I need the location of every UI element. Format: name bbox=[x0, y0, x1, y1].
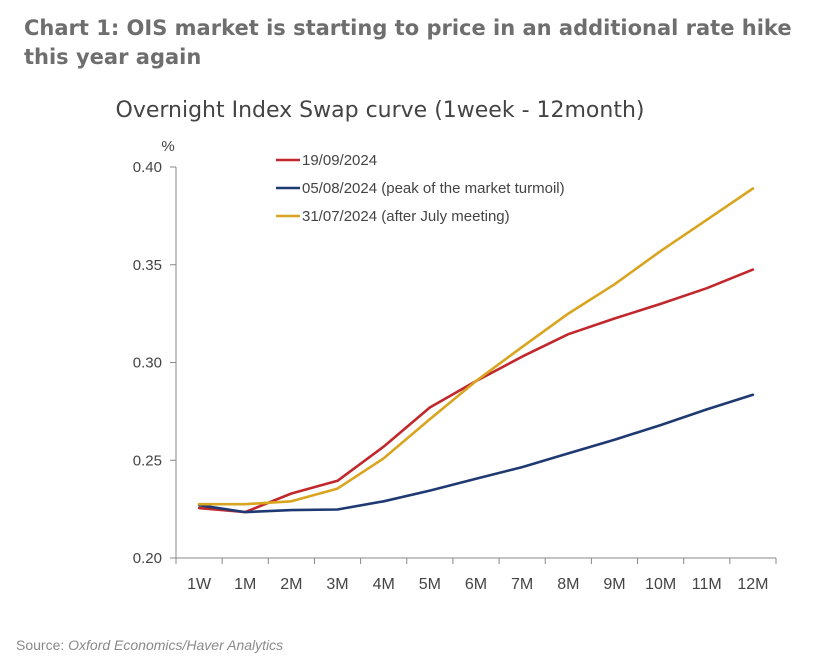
x-tick-label: 4M bbox=[373, 576, 395, 593]
source-note: Source: Oxford Economics/Haver Analytics bbox=[16, 637, 283, 653]
series-line-1 bbox=[197, 268, 755, 514]
legend-label-3: 31/07/2024 (after July meeting) bbox=[302, 208, 510, 225]
chart-title: Overnight Index Swap curve (1week - 12mo… bbox=[116, 98, 645, 123]
y-tick-label: 0.35 bbox=[133, 257, 162, 274]
x-tick-label: 3M bbox=[326, 576, 348, 593]
y-axis-unit-label: % bbox=[161, 138, 174, 155]
x-tick-label: 8M bbox=[557, 576, 579, 593]
y-tick-label: 0.25 bbox=[133, 452, 162, 469]
x-tick-label: 2M bbox=[280, 576, 302, 593]
y-tick-label: 0.30 bbox=[133, 355, 162, 372]
legend-label-1: 19/09/2024 bbox=[302, 152, 377, 169]
y-tick-label: 0.40 bbox=[133, 159, 162, 176]
legend: 19/09/2024 05/08/2024 (peak of the market… bbox=[276, 152, 565, 225]
x-tick-label: 1W bbox=[187, 576, 212, 593]
series-lines bbox=[197, 187, 755, 514]
source-name: Oxford Economics/Haver Analytics bbox=[68, 637, 284, 653]
chart-heading: Chart 1: OIS market is starting to price… bbox=[24, 16, 792, 69]
series-line-2 bbox=[197, 393, 755, 514]
x-axis-ticks: 1W 1M 2M 3M 4M 5M 6M 7M 8M 9M 10M 11M 12M bbox=[175, 558, 777, 593]
series-line-3 bbox=[197, 187, 755, 506]
x-tick-label: 11M bbox=[692, 576, 722, 593]
x-tick-label: 1M bbox=[234, 576, 256, 593]
x-tick-label: 9M bbox=[603, 576, 625, 593]
x-tick-label: 6M bbox=[465, 576, 487, 593]
source-prefix: Source: bbox=[16, 637, 65, 653]
x-tick-label: 5M bbox=[419, 576, 441, 593]
y-axis-ticks: 0.20 0.25 0.30 0.35 0.40 bbox=[133, 159, 176, 567]
legend-label-2: 05/08/2024 (peak of the market turmoil) bbox=[302, 180, 565, 197]
x-tick-label: 10M bbox=[645, 576, 676, 593]
x-tick-label: 12M bbox=[737, 576, 768, 593]
y-tick-label: 0.20 bbox=[133, 550, 162, 567]
x-tick-label: 7M bbox=[511, 576, 533, 593]
